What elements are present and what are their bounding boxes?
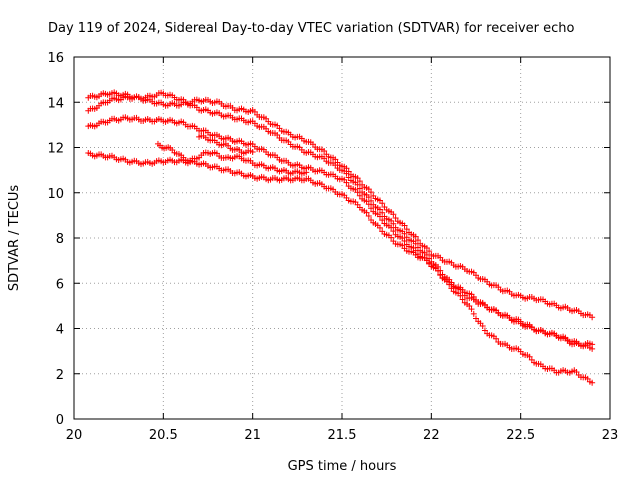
data-point xyxy=(388,234,395,241)
data-point xyxy=(412,240,419,247)
data-point xyxy=(354,181,361,188)
y-axis-label: SDTVAR / TECUs xyxy=(7,185,22,292)
data-point xyxy=(412,233,419,240)
data-point xyxy=(437,272,444,279)
x-tick-label: 22 xyxy=(423,428,440,443)
data-point xyxy=(388,224,395,231)
series-track-5 xyxy=(154,140,310,177)
data-point xyxy=(423,244,430,251)
data-point xyxy=(459,296,466,303)
x-tick-label: 20.5 xyxy=(149,428,178,443)
data-point xyxy=(363,209,370,216)
data-point xyxy=(589,379,596,386)
data-point xyxy=(368,205,375,212)
x-tick-label: 21 xyxy=(244,428,261,443)
data-point xyxy=(343,170,350,177)
y-tick-label: 16 xyxy=(47,51,64,66)
x-axis-label: GPS time / hours xyxy=(288,459,397,474)
data-point xyxy=(432,264,439,271)
data-point xyxy=(332,156,339,163)
data-point xyxy=(379,200,386,207)
data-point xyxy=(392,215,399,222)
y-tick-label: 0 xyxy=(56,413,64,428)
data-point xyxy=(457,292,464,299)
y-tick-label: 12 xyxy=(47,142,64,157)
data-point xyxy=(365,201,372,208)
series-track-1 xyxy=(85,89,596,321)
x-tick-label: 20 xyxy=(66,428,83,443)
data-point xyxy=(401,222,408,229)
data-point xyxy=(493,335,500,342)
series-layer xyxy=(85,89,596,386)
data-point xyxy=(414,244,421,251)
data-point xyxy=(426,248,433,255)
data-point xyxy=(390,211,397,218)
data-point xyxy=(368,197,375,204)
x-tick-label: 22.5 xyxy=(506,428,535,443)
y-tick-label: 2 xyxy=(56,368,64,383)
chart-title: Day 119 of 2024, Sidereal Day-to-day VTE… xyxy=(48,21,575,36)
data-point xyxy=(479,323,486,330)
data-point xyxy=(356,178,363,185)
data-point xyxy=(589,314,596,321)
data-point xyxy=(468,306,475,313)
y-tick-label: 14 xyxy=(47,96,64,111)
data-point xyxy=(390,228,397,235)
data-point xyxy=(356,192,363,199)
data-point xyxy=(435,267,442,274)
x-tick-label: 23 xyxy=(602,428,619,443)
data-point xyxy=(303,169,310,176)
series-track-4 xyxy=(85,149,596,386)
data-point xyxy=(345,174,352,181)
y-tick-label: 8 xyxy=(56,232,64,247)
data-point xyxy=(249,149,256,156)
series-track-2 xyxy=(85,89,596,349)
data-point xyxy=(321,148,328,155)
data-point xyxy=(354,189,361,196)
data-point xyxy=(365,186,372,193)
grid xyxy=(74,57,610,419)
data-point xyxy=(414,237,421,244)
data-point xyxy=(403,226,410,233)
y-tick-label: 10 xyxy=(47,187,64,202)
y-axis-ticks: 0 2 4 6 8 10 12 14 16 xyxy=(47,51,610,428)
data-point xyxy=(368,189,375,196)
data-point xyxy=(589,345,596,352)
data-point xyxy=(376,213,383,220)
data-point xyxy=(354,175,361,182)
x-tick-label: 21.5 xyxy=(328,428,357,443)
data-point xyxy=(466,303,473,310)
data-point xyxy=(343,179,350,186)
data-point xyxy=(446,281,453,288)
x-axis-ticks: 20 20.5 21 21.5 22 22.5 23 xyxy=(66,57,619,443)
y-tick-label: 4 xyxy=(56,323,64,338)
data-point xyxy=(379,209,386,216)
data-point xyxy=(481,327,488,334)
y-tick-label: 6 xyxy=(56,277,64,292)
data-point xyxy=(379,217,386,224)
data-point xyxy=(401,238,408,245)
data-point xyxy=(401,230,408,237)
data-point xyxy=(365,194,372,201)
data-point xyxy=(443,278,450,285)
data-point xyxy=(356,185,363,192)
data-point xyxy=(526,353,533,360)
data-point xyxy=(423,251,430,258)
data-point xyxy=(365,213,372,220)
data-point xyxy=(470,293,477,300)
data-point xyxy=(376,206,383,213)
data-point xyxy=(470,310,477,317)
series-track-6 xyxy=(196,132,256,157)
data-point xyxy=(376,224,383,231)
data-point xyxy=(390,220,397,227)
